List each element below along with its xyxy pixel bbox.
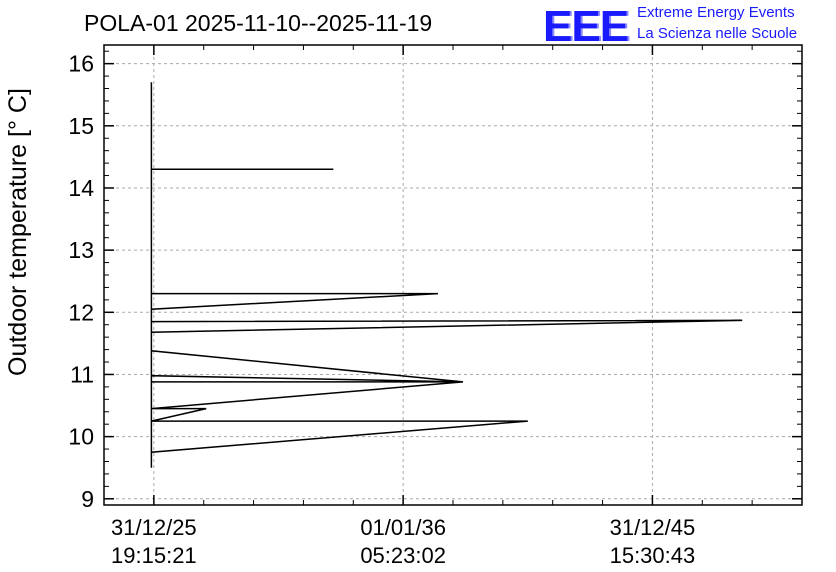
x-tick-label-date: 31/12/25 [111, 515, 197, 540]
y-tick-label: 13 [68, 237, 94, 263]
x-tick-label-time: 19:15:21 [111, 543, 197, 568]
y-tick-label: 16 [68, 51, 94, 77]
y-tick-label: 10 [68, 424, 94, 450]
y-tick-label: 12 [68, 299, 94, 325]
y-tick-label: 14 [68, 175, 94, 201]
y-tick-label: 15 [68, 113, 94, 139]
x-tick-label-time: 15:30:43 [610, 543, 696, 568]
y-tick-label: 11 [70, 361, 94, 387]
brand-line-1: Extreme Energy Events [637, 4, 795, 21]
brand-line-2: La Scienza nelle Scuole [637, 25, 798, 42]
plot-frame [103, 44, 803, 506]
x-tick-label-date: 01/01/36 [360, 515, 446, 540]
eee-logo: EEE [543, 2, 629, 51]
chart-title: POLA-01 2025-11-10--2025-11-19 [84, 10, 433, 36]
grid-lines [104, 45, 802, 505]
y-tick-label: 9 [81, 486, 94, 512]
x-tick-label-date: 31/12/45 [610, 515, 696, 540]
series-layer [150, 82, 743, 468]
axes-layer: 9 10 11 12 13 14 15 16 31/12/25 19:15:21 01/01/36 0… [68, 44, 803, 568]
temperature-series-line [150, 82, 743, 468]
x-tick-label-time: 05:23:02 [360, 543, 446, 568]
